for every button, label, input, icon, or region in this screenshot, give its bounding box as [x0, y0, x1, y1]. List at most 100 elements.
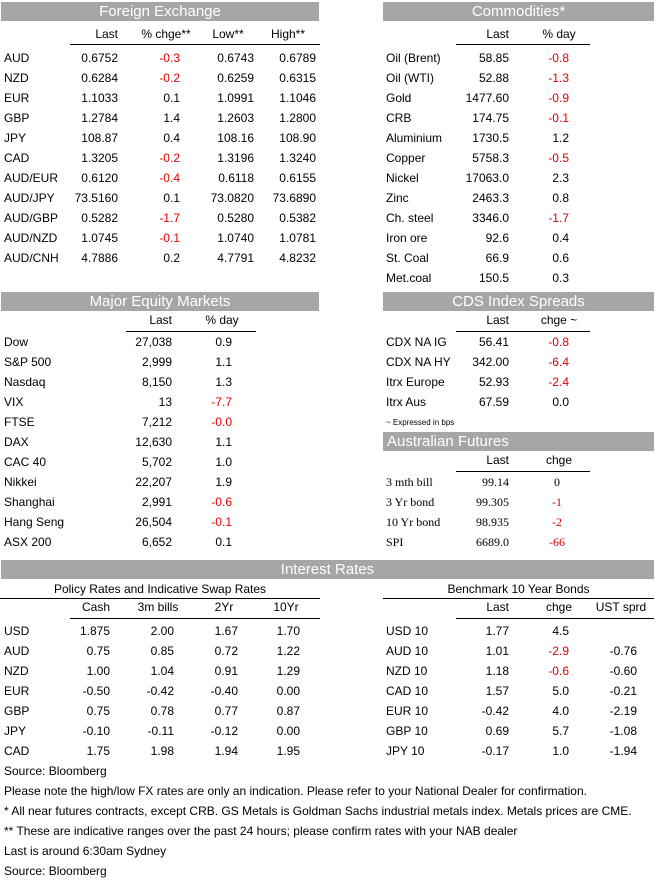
fx-section-header: Foreign Exchange: [1, 2, 319, 21]
policy-row-name: GBP: [4, 704, 30, 718]
policy-row-y2: 1.67: [214, 624, 238, 638]
policy-header-rule: [70, 618, 320, 619]
fx-row-low: 0.6259: [217, 71, 254, 85]
fx-row-low: 1.3196: [217, 151, 254, 165]
cds-header-chge: chge ~: [540, 313, 578, 327]
fx-row-last: 0.6120: [81, 171, 118, 185]
policy-header-10yr: 10Yr: [273, 600, 299, 614]
bond-row-chg: 4.5: [552, 624, 569, 638]
equity-row-last: 8,150: [141, 375, 172, 389]
fx-row-last: 1.3205: [81, 151, 118, 165]
policy-row-bills: 1.04: [150, 664, 174, 678]
commodity-row-last: 66.9: [485, 251, 509, 265]
policy-row-bills: 0.85: [150, 644, 174, 658]
fx-row-high: 0.6155: [279, 171, 316, 185]
cds-column-headers: Last chge ~: [383, 313, 654, 332]
commodity-row-name: Iron ore: [386, 231, 428, 245]
fx-row-high: 4.8232: [279, 251, 316, 265]
bonds-subtitle-rule: [383, 598, 654, 599]
futures-row-last: 99.14: [482, 475, 509, 489]
bond-row-chg: -0.6: [548, 664, 569, 678]
commodity-row-name: Aluminium: [386, 131, 443, 145]
equity-row-last: 2,991: [141, 495, 172, 509]
policy-row-y2: 0.77: [214, 704, 238, 718]
equity-row-name: Nasdaq: [4, 375, 46, 389]
equity-row-chg: 1.0: [215, 455, 232, 469]
policy-row-name: EUR: [4, 684, 30, 698]
fx-row-low: 0.5280: [217, 211, 254, 225]
source-note: Source: Bloomberg: [4, 764, 107, 778]
fx-row-name: EUR: [4, 91, 30, 105]
policy-row-y2: 1.94: [214, 744, 238, 758]
futures-row-chg: -66: [549, 535, 565, 549]
bond-row-name: JPY 10: [386, 744, 425, 758]
policy-row-bills: 1.98: [150, 744, 174, 758]
policy-row-y10: 0.87: [276, 704, 300, 718]
fx-row-name: JPY: [4, 131, 27, 145]
fx-row-high: 1.0781: [279, 231, 316, 245]
fx-row-chg: 0.2: [163, 251, 180, 265]
equity-row-chg: 1.3: [215, 375, 232, 389]
bond-row-chg: 1.0: [552, 744, 569, 758]
equity-row-chg: -0.1: [211, 515, 232, 529]
bond-row-sprd: -1.94: [609, 744, 637, 758]
policy-row-name: CAD: [4, 744, 30, 758]
fx-row-high: 1.2800: [279, 111, 316, 125]
equity-row-name: Shanghai: [4, 495, 55, 509]
ranges-footnote: ** These are indicative ranges over the …: [4, 824, 518, 838]
futures-row-chg: 0: [554, 475, 560, 489]
commodity-row-last: 2463.3: [472, 191, 509, 205]
bond-row-chg: 4.0: [552, 704, 569, 718]
commodity-row-last: 52.88: [478, 71, 509, 85]
equity-row-name: DAX: [4, 435, 29, 449]
fx-row-name: AUD/GBP: [4, 211, 59, 225]
commodity-row-name: Ch. steel: [386, 211, 434, 225]
futures-row-last: 6689.0: [476, 535, 509, 549]
cds-header-rule: [456, 331, 590, 332]
timing-note: Last is around 6:30am Sydney: [4, 844, 167, 858]
commodity-row-last: 58.85: [478, 51, 509, 65]
commodity-row-chg: -0.1: [548, 111, 569, 125]
commodities-header-day: % day: [542, 27, 576, 41]
policy-rates-subtitle: Policy Rates and Indicative Swap Rates: [53, 582, 267, 596]
bond-row-chg: 5.0: [552, 684, 569, 698]
commodities-column-headers: Last % day: [383, 27, 654, 46]
bond-row-last: 1.01: [485, 644, 509, 658]
bond-row-last: -0.17: [481, 744, 509, 758]
policy-row-y2: -0.40: [210, 684, 238, 698]
fx-header-low: Low**: [212, 27, 244, 41]
bonds-header-sprd: UST sprd: [595, 600, 647, 614]
policy-row-y2: 0.72: [214, 644, 238, 658]
bonds-header-chge: chge: [545, 600, 573, 614]
bond-row-sprd: [589, 621, 637, 641]
cds-row-chg: -0.8: [548, 335, 569, 349]
fx-header-last: Last: [95, 27, 118, 41]
fx-row-low: 73.0820: [210, 191, 254, 205]
fx-row-chg: -0.2: [159, 71, 180, 85]
policy-row-cash: -0.50: [82, 684, 110, 698]
policy-row-cash: 0.75: [86, 704, 110, 718]
cds-section-header: CDS Index Spreads: [383, 292, 654, 311]
equity-row-chg: 1.9: [215, 475, 232, 489]
bonds-column-headers: Last chge UST sprd: [383, 600, 654, 619]
bonds-subtitle: Benchmark 10 Year Bonds: [447, 582, 590, 596]
bond-row-sprd: -0.60: [609, 664, 637, 678]
policy-row-bills: -0.42: [146, 684, 174, 698]
commodity-row-name: Met.coal: [386, 271, 432, 285]
fx-row-low: 0.6118: [218, 171, 254, 185]
fx-row-last: 1.2784: [81, 111, 118, 125]
commodities-section-header: Commodities*: [383, 2, 654, 21]
fx-row-low: 1.2603: [217, 111, 254, 125]
fx-row-high: 0.6789: [279, 51, 316, 65]
bond-row-last: 0.69: [485, 724, 509, 738]
fx-row-low: 1.0740: [217, 231, 254, 245]
fx-row-name: CAD: [4, 151, 30, 165]
fx-row-last: 1.0745: [81, 231, 118, 245]
bond-row-sprd: -0.76: [609, 644, 637, 658]
bond-row-name: USD 10: [386, 624, 429, 638]
commodity-row-chg: 0.4: [552, 231, 569, 245]
bonds-header-last: Last: [486, 600, 509, 614]
commodity-row-last: 17063.0: [465, 171, 509, 185]
equity-row-name: VIX: [4, 395, 24, 409]
commodity-row-name: Oil (Brent): [386, 51, 441, 65]
